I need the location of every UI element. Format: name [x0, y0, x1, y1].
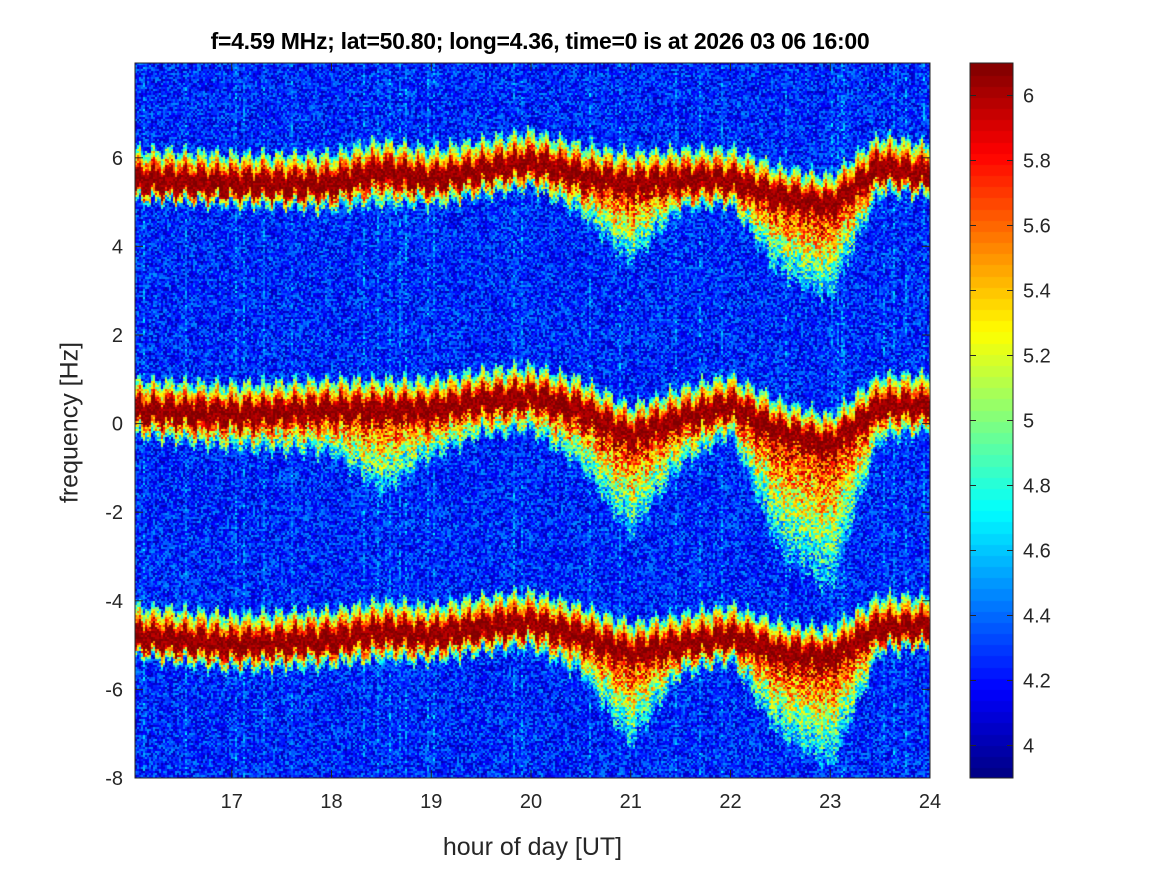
colorbar [970, 63, 1013, 778]
y-tick-label: 0 [112, 414, 123, 436]
colorbar-tick-label: 6 [1023, 86, 1034, 108]
y-tick-label: -4 [105, 591, 123, 613]
x-tick-label: 21 [620, 791, 642, 813]
y-tick-label: -8 [105, 768, 123, 790]
colorbar-tick-label: 5.6 [1023, 216, 1051, 238]
colorbar-tick-label: 4.8 [1023, 476, 1051, 498]
y-tick-label: 2 [112, 325, 123, 347]
x-tick-label: 22 [719, 791, 741, 813]
colorbar-tick-label: 4.4 [1023, 606, 1051, 628]
y-tick-label: -2 [105, 502, 123, 524]
x-tick-label: 18 [320, 791, 342, 813]
colorbar-tick-label: 5.2 [1023, 346, 1051, 368]
x-tick-label: 20 [520, 791, 542, 813]
x-tick-label: 19 [420, 791, 442, 813]
colorbar-tick-label: 5.4 [1023, 281, 1051, 303]
x-axis-label: hour of day [UT] [442, 833, 623, 861]
colorbar-tick-label: 5.8 [1023, 151, 1051, 173]
y-axis-label: frequency [Hz] [55, 341, 84, 504]
x-tick-label: 17 [221, 791, 243, 813]
plot-frame [134, 62, 931, 779]
colorbar-tick-label: 4.2 [1023, 671, 1051, 693]
y-tick-label: 4 [112, 236, 123, 258]
colorbar-tick-label: 5 [1023, 411, 1034, 433]
spectrogram-heatmap [135, 63, 930, 778]
y-tick-label: 6 [112, 148, 123, 170]
colorbar-tick-label: 4.6 [1023, 541, 1051, 563]
chart-title: f=4.59 MHz; lat=50.80; long=4.36, time=0… [210, 28, 870, 54]
colorbar-frame [969, 62, 1014, 779]
colorbar-tick-label: 4 [1023, 736, 1034, 758]
x-tick-label: 24 [919, 791, 941, 813]
x-tick-label: 23 [819, 791, 841, 813]
y-tick-label: -6 [105, 679, 123, 701]
